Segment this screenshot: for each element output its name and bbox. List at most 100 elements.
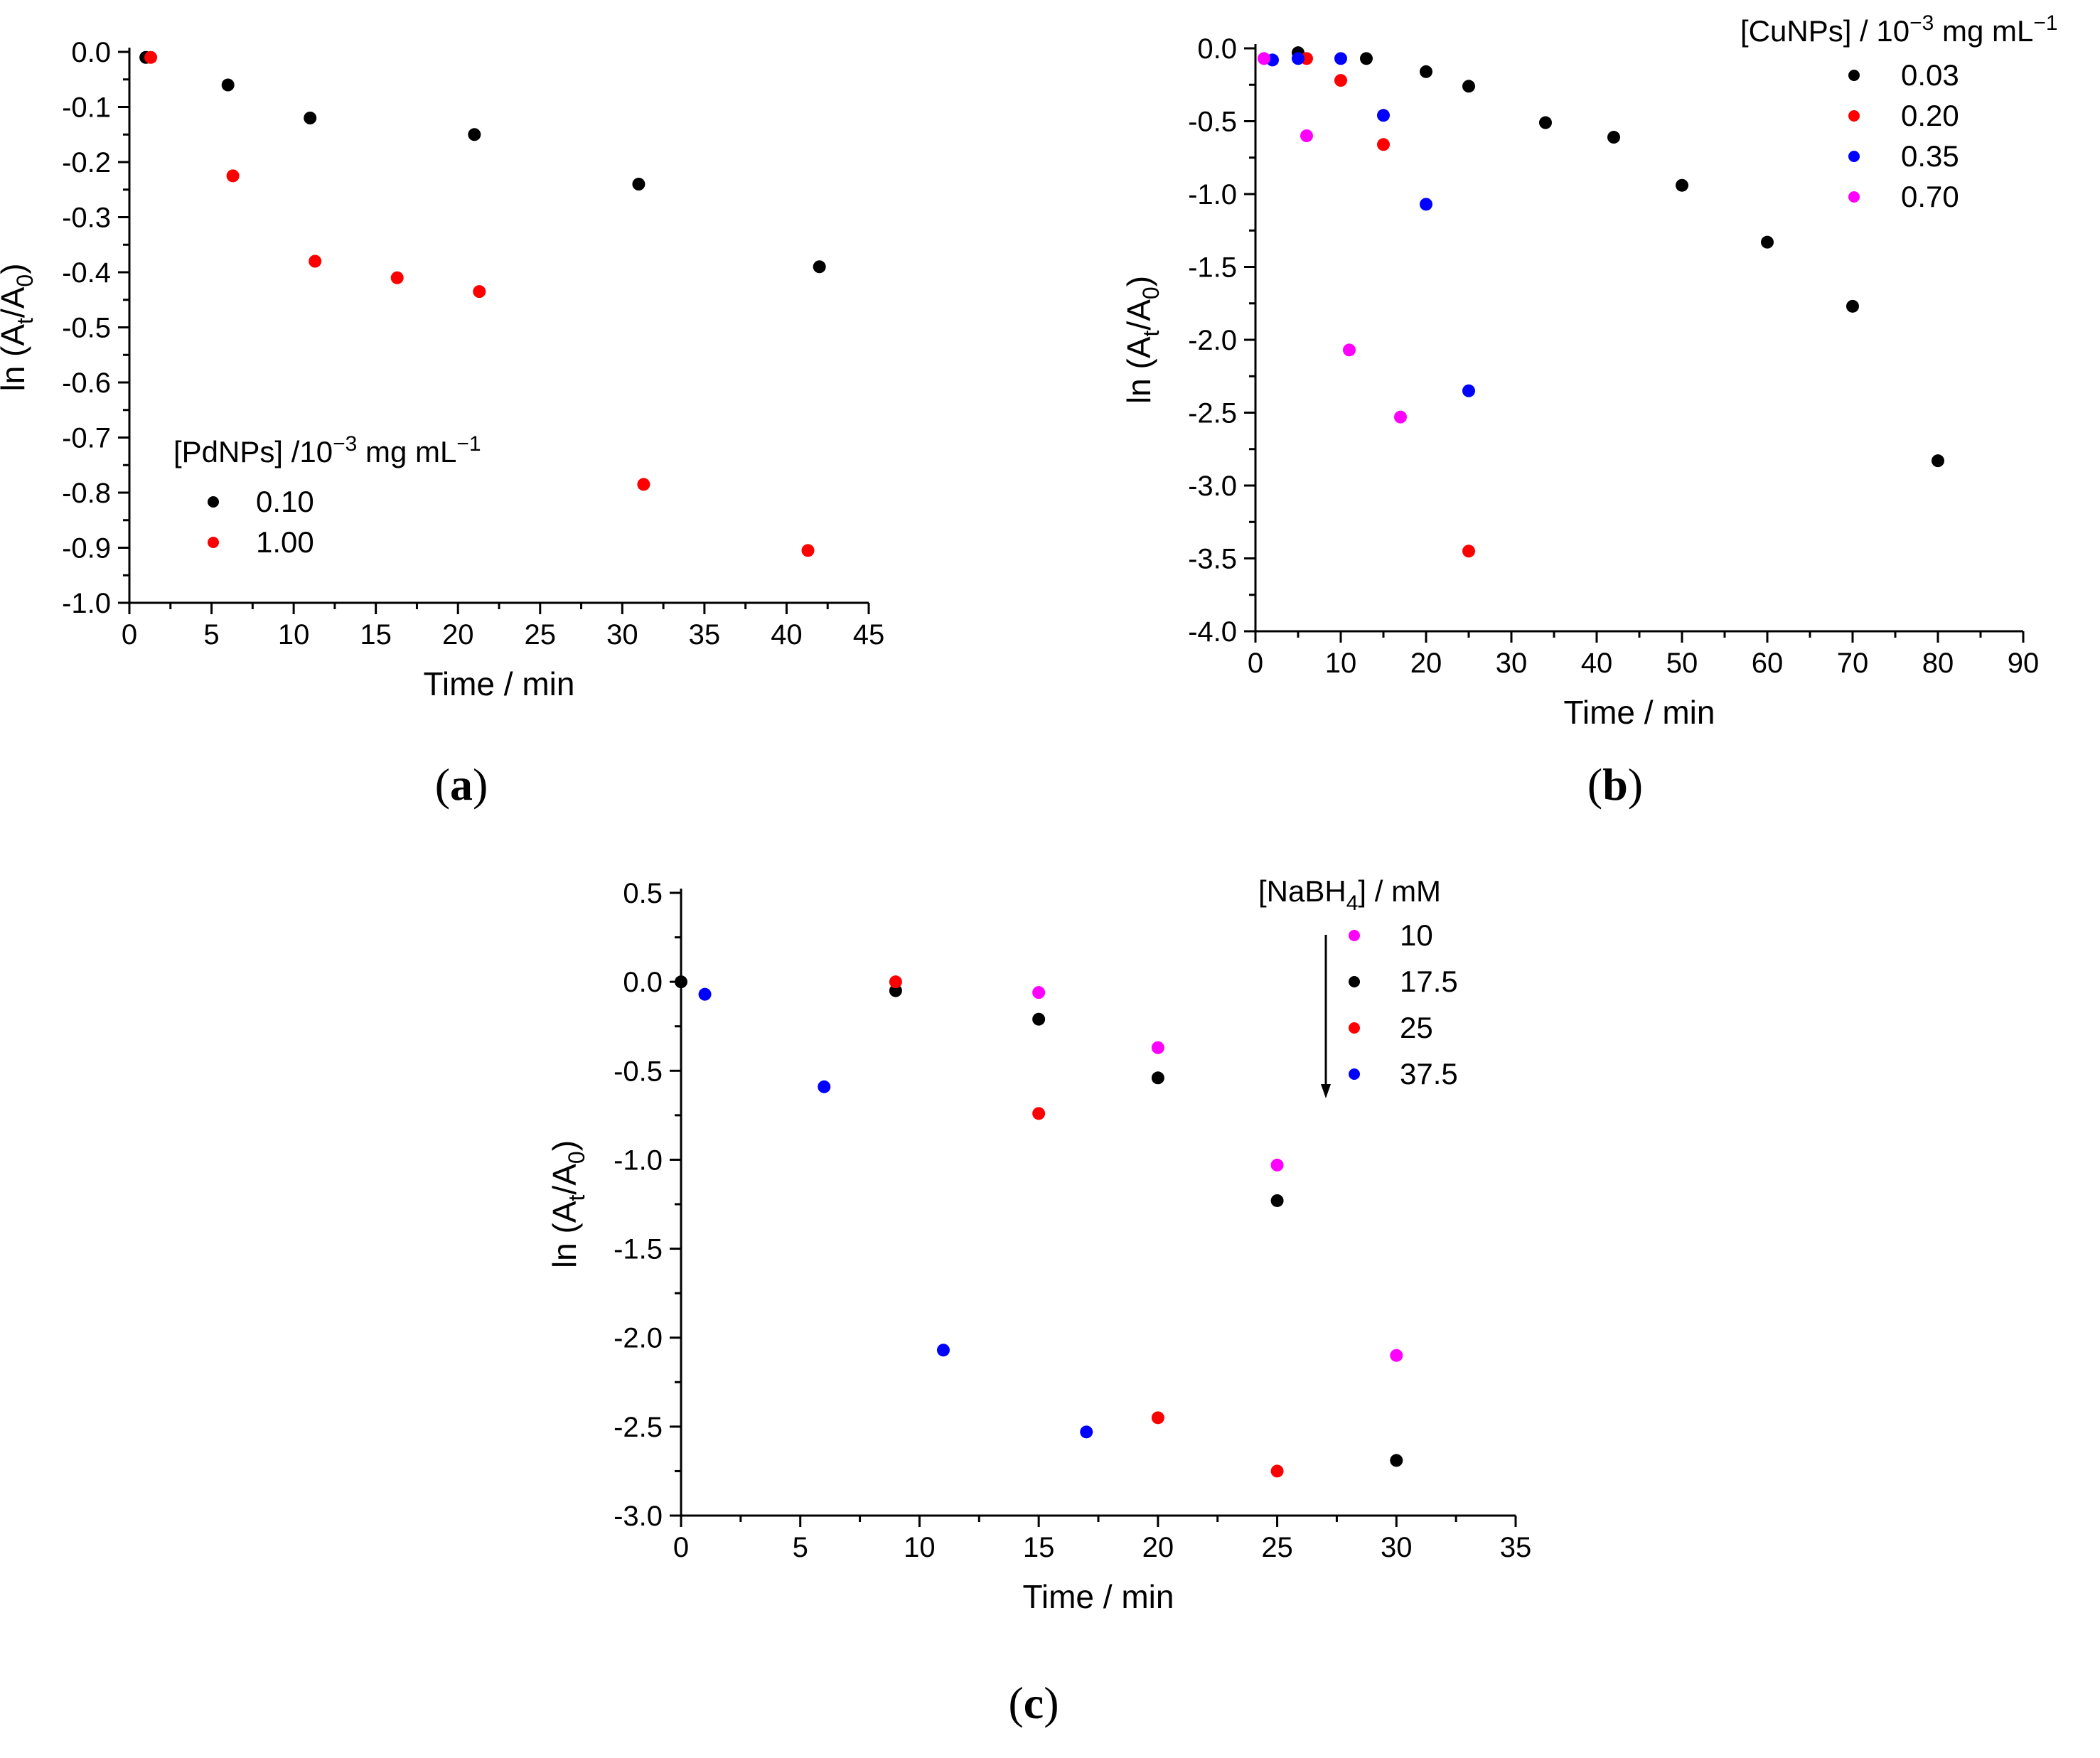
data-point-b-0.03 xyxy=(1761,235,1774,249)
y-tick-label: -0.5 xyxy=(614,1056,663,1087)
y-tick-label: -1.0 xyxy=(614,1145,663,1176)
x-tick-label: 40 xyxy=(1581,648,1613,679)
panel-label-paren: ) xyxy=(473,759,488,810)
legend-label-0.20: 0.20 xyxy=(1901,99,1959,132)
data-point-b-0.03 xyxy=(1607,131,1620,144)
y-tick-label: -3.5 xyxy=(1188,544,1237,575)
data-point-a-1.00 xyxy=(473,285,486,299)
data-point-c-25 xyxy=(1270,1464,1284,1478)
legend-label-1.00: 1.00 xyxy=(256,525,314,559)
data-point-a-0.10 xyxy=(304,112,317,124)
legend-title-superscript: −3 xyxy=(333,432,357,456)
legend-title-part: mg mL xyxy=(1934,14,2033,48)
x-tick-label: 40 xyxy=(771,619,803,650)
data-point-a-0.10 xyxy=(221,78,235,92)
panel-label: (a) xyxy=(435,759,488,810)
y-tick-label: -0.1 xyxy=(62,92,111,124)
y-label-subscript: 0 xyxy=(1138,286,1164,299)
data-point-c-37.5 xyxy=(698,987,712,1001)
x-tick-label: 35 xyxy=(689,619,721,650)
x-tick-label: 30 xyxy=(1381,1532,1413,1563)
legend-title-part: ] / mM xyxy=(1358,874,1441,908)
y-axis-label: ln (At/A0) xyxy=(546,1140,589,1268)
data-point-b-0.03 xyxy=(1846,299,1859,313)
panel-label-paren: ( xyxy=(1587,759,1602,810)
chart-panel-c: 0 5 10 15 20 25 30 35 0.5 0.0 -0.5 -1.0 -1.5 -2.0 -2.5… xyxy=(546,874,1531,1728)
data-point-b-0.03 xyxy=(1932,454,1944,468)
legend-title-superscript: −1 xyxy=(2033,11,2057,35)
data-point-b-0.20 xyxy=(1377,138,1390,151)
data-point-c-17.5 xyxy=(1151,1071,1164,1085)
data-point-c-10 xyxy=(1270,1158,1284,1172)
y-label-subscript: t xyxy=(564,1194,589,1201)
x-tick-label: 0 xyxy=(122,619,137,650)
legend-title-part: [PdNPs] /10 xyxy=(173,435,333,468)
legend-label-0.10: 0.10 xyxy=(256,485,314,518)
panel-label-letter: a xyxy=(450,759,473,810)
legend-marker-0.20 xyxy=(1848,110,1860,122)
legend-marker-17.5 xyxy=(1349,976,1360,987)
x-tick-label: 20 xyxy=(1410,648,1442,679)
data-point-c-10 xyxy=(1390,1349,1403,1362)
data-point-c-37.5 xyxy=(936,1344,950,1357)
x-tick-label: 90 xyxy=(2008,648,2040,679)
x-axis-label: Time / min xyxy=(424,665,575,702)
y-tick-label: -1.0 xyxy=(1188,179,1237,210)
legend-title: [CuNPs] / 10−3 mg mL−1 xyxy=(1740,11,2058,48)
legend-title-superscript: −1 xyxy=(456,432,481,456)
x-tick-label: 10 xyxy=(278,619,310,650)
x-tick-label: 70 xyxy=(1837,648,1869,679)
panel-label-paren: ) xyxy=(1628,759,1643,810)
x-tick-label: 45 xyxy=(853,619,885,650)
y-tick-label: -0.2 xyxy=(62,147,111,178)
data-point-c-17.5 xyxy=(889,984,902,997)
legend-label-0.03: 0.03 xyxy=(1901,58,1959,92)
panel-label-paren: ) xyxy=(1044,1678,1059,1728)
data-point-c-10 xyxy=(1032,986,1046,999)
data-point-b-0.03 xyxy=(1462,80,1475,93)
legend-title: [PdNPs] /10−3 mg mL−1 xyxy=(173,432,481,468)
y-tick-label: -2.0 xyxy=(1188,325,1237,356)
data-point-a-0.10 xyxy=(813,260,826,274)
data-point-c-25 xyxy=(889,975,902,989)
data-point-b-0.20 xyxy=(1334,74,1347,87)
legend-title-superscript: −3 xyxy=(1909,11,1934,35)
data-point-c-17.5 xyxy=(1032,1012,1046,1026)
y-tick-label: 0.5 xyxy=(623,878,663,909)
legend-label-25: 25 xyxy=(1400,1011,1433,1044)
y-label-subscript: t xyxy=(1138,330,1164,336)
y-tick-label: -1.5 xyxy=(614,1234,663,1265)
data-point-c-37.5 xyxy=(818,1080,831,1093)
data-point-c-10 xyxy=(1151,1041,1164,1054)
panel-label: (b) xyxy=(1587,759,1643,810)
data-point-b-0.20 xyxy=(1462,545,1475,558)
y-label-part: ln (A xyxy=(0,324,31,392)
legend-marker-0.03 xyxy=(1848,70,1860,81)
legend-marker-1.00 xyxy=(208,537,219,548)
x-tick-label: 10 xyxy=(904,1532,936,1563)
y-label-subscript: t xyxy=(12,318,38,324)
panel-label-paren: ( xyxy=(1008,1678,1023,1728)
legend-arrow-head xyxy=(1321,1084,1331,1098)
data-point-b-0.70 xyxy=(1394,410,1407,424)
data-point-b-0.35 xyxy=(1420,198,1432,211)
x-tick-label: 60 xyxy=(1752,648,1784,679)
y-tick-label: -0.8 xyxy=(62,478,111,509)
y-label-part: ) xyxy=(0,263,31,274)
y-tick-label: -1.5 xyxy=(1188,252,1237,284)
x-tick-label: 20 xyxy=(1142,1532,1174,1563)
data-point-b-0.70 xyxy=(1258,52,1270,65)
y-tick-label: -4.0 xyxy=(1188,616,1237,648)
y-label-part: ln (A xyxy=(546,1201,583,1268)
legend-marker-0.10 xyxy=(208,496,219,508)
y-tick-label: -0.7 xyxy=(62,423,111,454)
data-point-a-1.00 xyxy=(801,544,815,557)
legend-marker-37.5 xyxy=(1349,1068,1360,1080)
data-point-b-0.35 xyxy=(1462,384,1475,397)
data-point-a-0.10 xyxy=(632,178,645,191)
data-point-b-0.35 xyxy=(1377,109,1390,122)
legend-title-subscript: 4 xyxy=(1346,891,1359,915)
y-tick-label: -1.0 xyxy=(62,588,111,619)
data-point-a-1.00 xyxy=(309,254,322,268)
y-label-part: ) xyxy=(1120,276,1157,286)
